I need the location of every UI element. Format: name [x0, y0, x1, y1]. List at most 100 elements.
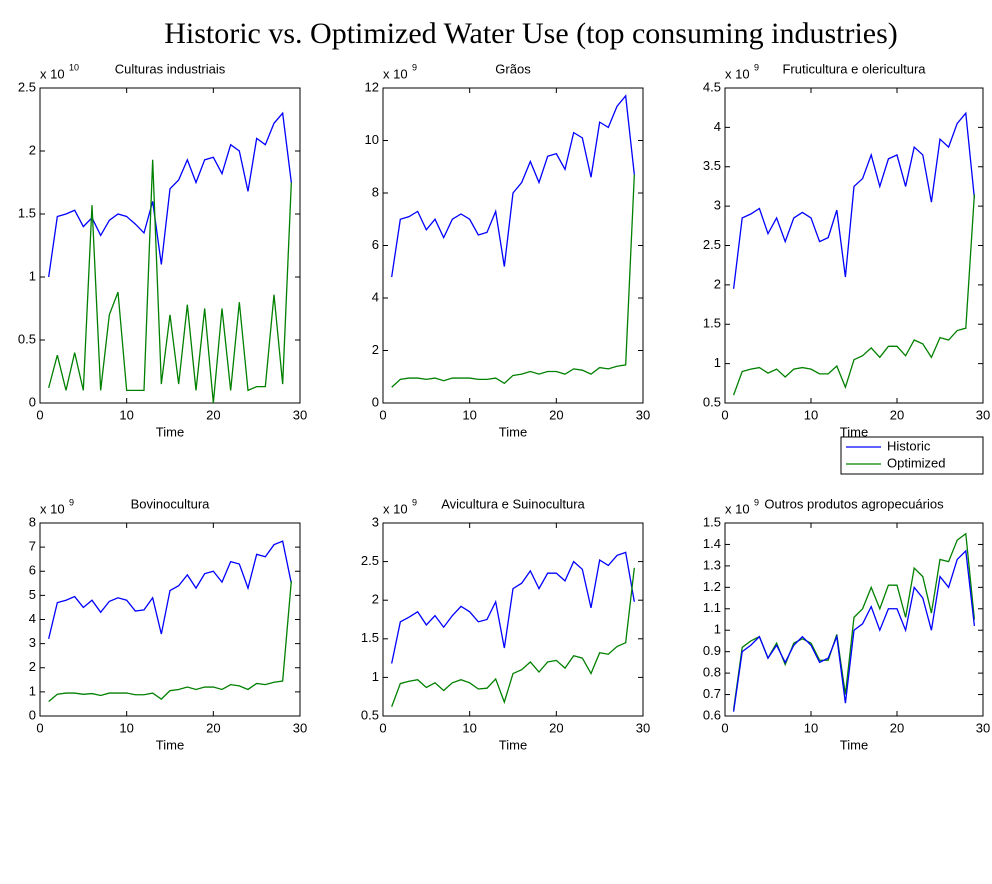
y-multiplier-exponent: 9 — [69, 497, 74, 507]
y-tick-label: 0 — [372, 394, 379, 409]
x-tick-label: 10 — [804, 720, 818, 735]
x-tick-label: 10 — [119, 407, 133, 422]
x-tick-label: 0 — [36, 720, 43, 735]
legend-box — [840, 436, 984, 475]
y-tick-label: 1 — [372, 669, 379, 684]
y-tick-label: 0 — [29, 707, 36, 722]
y-multiplier: x 10 — [40, 501, 65, 516]
y-tick-label: 5 — [29, 587, 36, 602]
x-tick-label: 0 — [721, 407, 728, 422]
y-tick-label: 1.2 — [703, 579, 721, 594]
y-multiplier-exponent: 9 — [412, 62, 417, 72]
y-tick-label: 0 — [29, 394, 36, 409]
y-tick-label: 4 — [714, 119, 721, 134]
subplot: 0 2 4 6 8 10 12 0 10 20 30 Time Grãos x 10 9 — [365, 61, 651, 439]
y-tick-label: 0.5 — [18, 331, 36, 346]
figure-title: Historic vs. Optimized Water Use (top co… — [164, 17, 898, 50]
plot-area — [39, 87, 301, 404]
subplot-title: Bovinocultura — [131, 496, 211, 511]
y-tick-label: 0.5 — [703, 394, 721, 409]
y-tick-label: 1 — [714, 622, 721, 637]
series-line — [732, 532, 976, 710]
y-tick-label: 2 — [372, 592, 379, 607]
y-multiplier: x 10 — [383, 66, 408, 81]
y-tick-label: 8 — [29, 514, 36, 529]
y-tick-label: 7 — [29, 539, 36, 554]
y-multiplier-exponent: 9 — [754, 62, 759, 72]
plot-area — [39, 522, 301, 717]
x-tick-label: 30 — [293, 407, 307, 422]
y-tick-label: 6 — [29, 563, 36, 578]
series-line — [48, 580, 292, 703]
y-tick-label: 1.3 — [703, 557, 721, 572]
x-tick-label: 20 — [206, 407, 220, 422]
plot-area — [724, 87, 984, 404]
y-tick-label: 1.1 — [703, 600, 721, 615]
plot-area — [382, 522, 644, 717]
subplot: 0 0.5 1 1.5 2 2.5 0 10 20 30 Time Culturas industri… — [18, 61, 307, 439]
y-tick-label: 1.5 — [18, 205, 36, 220]
x-tick-label: 30 — [976, 720, 990, 735]
legend-label: Optimized — [887, 455, 946, 470]
x-tick-label: 10 — [119, 720, 133, 735]
series-line — [732, 549, 976, 712]
series-line — [48, 159, 292, 404]
x-tick-label: 0 — [379, 407, 386, 422]
series-line — [732, 111, 976, 289]
x-axis-label: Time — [840, 424, 868, 439]
y-tick-label: 6 — [372, 237, 379, 252]
y-tick-label: 4 — [29, 611, 36, 626]
series-line — [391, 174, 635, 388]
x-axis-label: Time — [156, 424, 184, 439]
y-tick-label: 1.5 — [703, 514, 721, 529]
y-multiplier: x 10 — [725, 501, 750, 516]
series-line — [391, 94, 635, 278]
y-tick-label: 2 — [29, 659, 36, 674]
x-tick-label: 10 — [804, 407, 818, 422]
x-axis-label: Time — [499, 424, 527, 439]
x-tick-label: 0 — [36, 407, 43, 422]
x-axis-label: Time — [499, 737, 527, 752]
y-tick-label: 0.6 — [703, 707, 721, 722]
y-tick-label: 1 — [29, 268, 36, 283]
x-tick-label: 30 — [976, 407, 990, 422]
x-tick-label: 10 — [462, 407, 476, 422]
series-line — [732, 194, 976, 396]
y-tick-label: 1.5 — [361, 630, 379, 645]
y-tick-label: 3.5 — [703, 158, 721, 173]
x-tick-label: 30 — [293, 720, 307, 735]
y-multiplier-exponent: 9 — [754, 497, 759, 507]
y-tick-label: 2.5 — [703, 237, 721, 252]
x-tick-label: 30 — [636, 407, 650, 422]
x-axis-label: Time — [840, 737, 868, 752]
y-tick-label: 2.5 — [361, 553, 379, 568]
y-tick-label: 0.9 — [703, 643, 721, 658]
y-tick-label: 0.7 — [703, 686, 721, 701]
subplot: 0.6 0.7 0.8 0.9 1 1.1 1.2 1.3 1.4 1.5 0 10 20 30 Time O… — [703, 496, 990, 752]
y-tick-label: 3 — [714, 198, 721, 213]
legend: Historic Optimized — [840, 436, 984, 475]
y-tick-label: 1.5 — [703, 316, 721, 331]
x-tick-label: 20 — [549, 407, 563, 422]
x-tick-label: 20 — [890, 407, 904, 422]
y-tick-label: 3 — [372, 514, 379, 529]
subplot-title: Avicultura e Suinocultura — [441, 496, 585, 511]
y-tick-label: 2 — [714, 276, 721, 291]
y-multiplier-exponent: 10 — [69, 62, 79, 72]
series-line — [48, 540, 292, 639]
series-line — [391, 551, 635, 664]
y-tick-label: 4.5 — [703, 79, 721, 94]
x-tick-label: 30 — [636, 720, 650, 735]
y-tick-label: 1.4 — [703, 536, 721, 551]
y-tick-label: 2.5 — [18, 79, 36, 94]
x-tick-label: 20 — [890, 720, 904, 735]
y-multiplier: x 10 — [725, 66, 750, 81]
series-line — [48, 111, 292, 278]
x-tick-label: 0 — [721, 720, 728, 735]
plot-area — [382, 87, 644, 404]
subplot-title: Grãos — [495, 61, 531, 76]
subplot-title: Culturas industriais — [115, 61, 226, 76]
